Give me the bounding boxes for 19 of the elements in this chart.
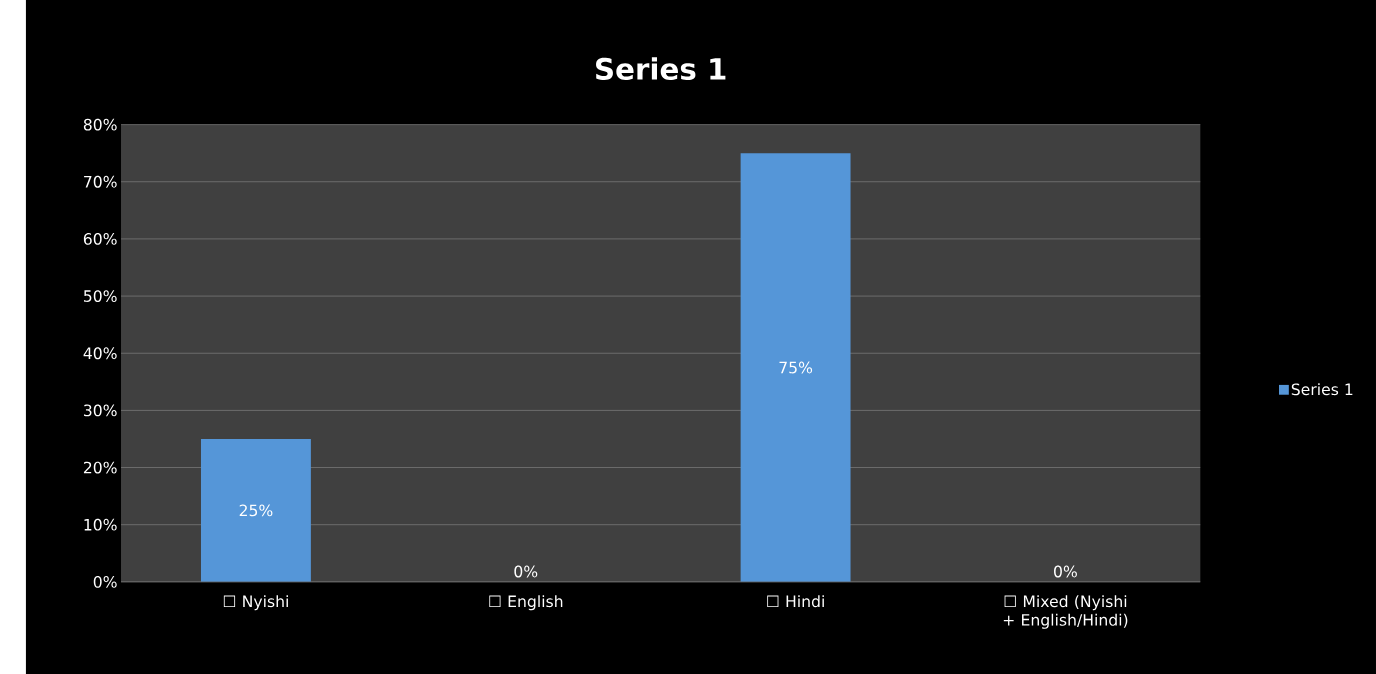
y-tick-label: 40% [83,347,117,360]
x-tick-label: ☐ Hindi [767,595,824,608]
y-tick-label: 60% [83,232,117,245]
y-tick-label: 50% [84,290,117,302]
y-tick-label: 0% [93,575,117,588]
data-label: 0% [514,565,538,578]
data-label: 25% [239,504,273,517]
data-label: 75% [779,361,813,374]
x-tick-label: ☐ Nyishi [223,595,288,611]
y-tick-label: 80% [83,118,117,131]
y-tick-label: 20% [83,461,117,474]
legend-label: Series 1 [1291,383,1353,396]
y-tick-label: 70% [84,175,117,188]
x-tick-label: ☐ Mixed (Nyishi + English/Hindi) [1003,595,1128,629]
y-tick-label: 10% [84,518,117,531]
x-tick-label: ☐ English [489,595,563,611]
y-tick-label: 30% [83,404,117,417]
data-label: 0% [1054,565,1077,578]
chart-title: Series 1 [596,57,726,80]
